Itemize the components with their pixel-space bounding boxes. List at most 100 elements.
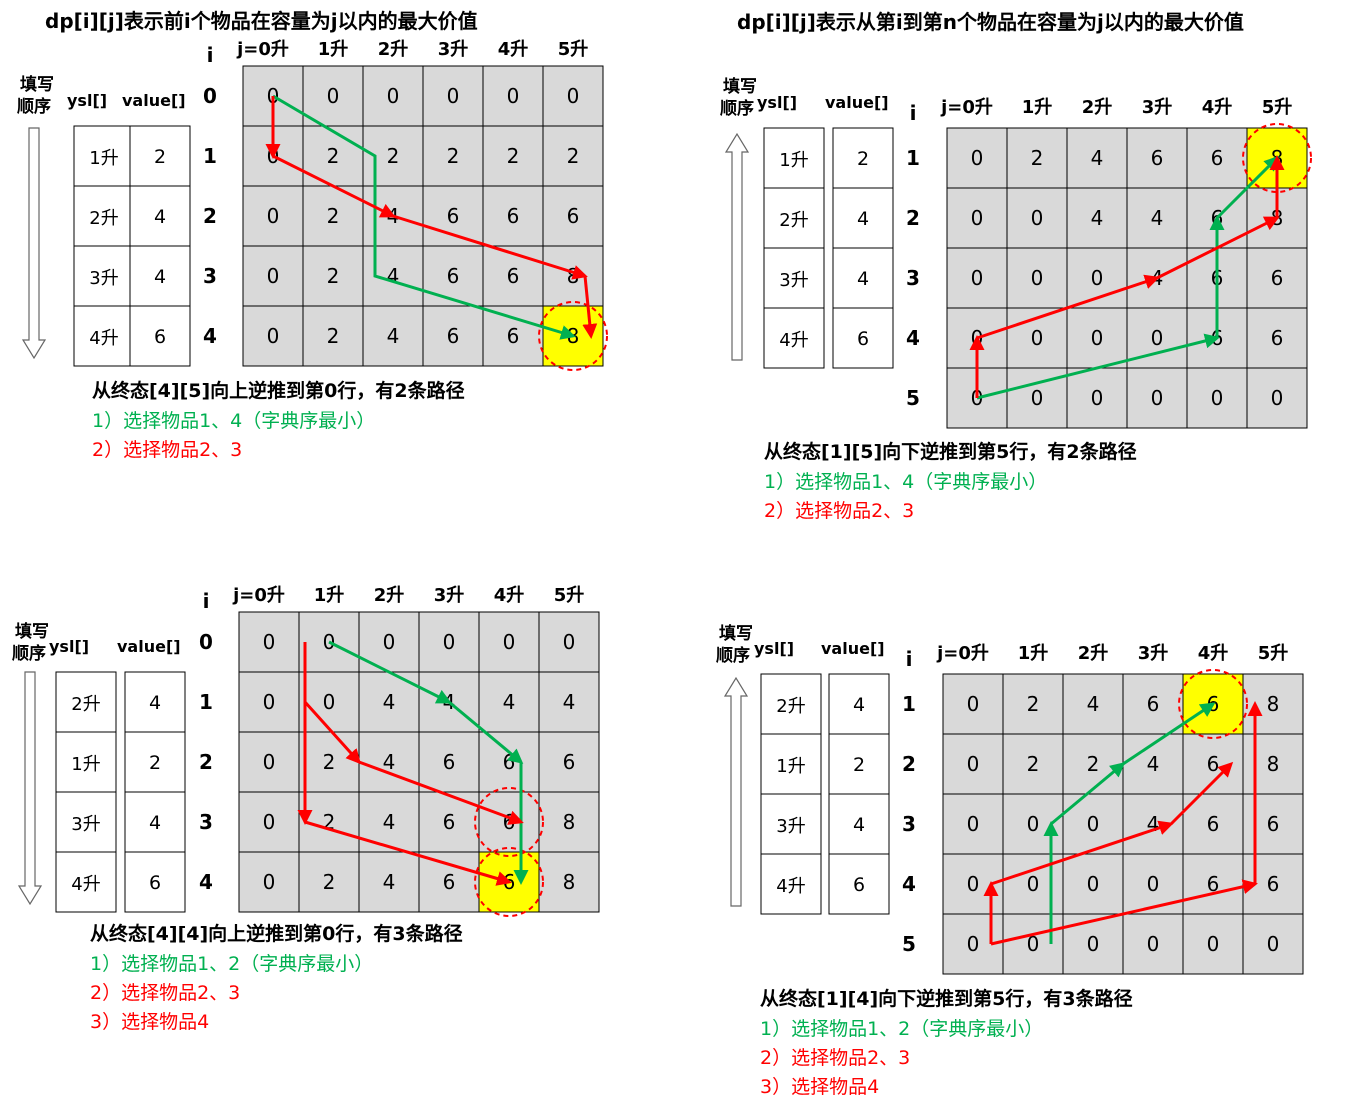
dp-value: 0 bbox=[971, 206, 984, 230]
dp-cell bbox=[422, 245, 484, 307]
value-cell bbox=[832, 307, 894, 369]
dp-value: 0 bbox=[507, 84, 520, 108]
ysl-cell bbox=[55, 671, 117, 733]
item-volume: 1升 bbox=[71, 754, 100, 775]
dp-value: 4 bbox=[383, 750, 396, 774]
dp-value: 0 bbox=[267, 204, 280, 228]
dp-value: 6 bbox=[563, 750, 576, 774]
dp-value: 4 bbox=[383, 810, 396, 834]
ysl-cell bbox=[73, 185, 135, 247]
value-cell bbox=[828, 673, 890, 735]
dp-cell bbox=[538, 791, 600, 853]
value-header: value[] bbox=[122, 91, 186, 110]
dp-cell bbox=[1002, 733, 1064, 795]
dp-value: 2 bbox=[567, 144, 580, 168]
item-value: 2 bbox=[154, 146, 166, 168]
row-label: 4 bbox=[906, 326, 920, 350]
dp-value: 6 bbox=[1271, 326, 1284, 350]
capacity-header: 3升 bbox=[434, 585, 465, 606]
dp-cell bbox=[422, 125, 484, 187]
dp-cell bbox=[542, 125, 604, 187]
item-value: 2 bbox=[149, 752, 161, 774]
dp-cell bbox=[1246, 307, 1308, 369]
ysl-cell bbox=[763, 127, 825, 189]
order-label: 填写 bbox=[20, 74, 54, 95]
item-value: 4 bbox=[154, 266, 166, 288]
ysl-cell bbox=[73, 125, 135, 187]
dp-cell bbox=[946, 247, 1008, 309]
dp-value: 6 bbox=[1207, 812, 1220, 836]
dp-value: 2 bbox=[327, 264, 340, 288]
order-label: 填写 bbox=[719, 623, 753, 644]
dp-value: 0 bbox=[1151, 386, 1164, 410]
i-header: i bbox=[906, 647, 913, 671]
dp-value: 2 bbox=[1027, 692, 1040, 716]
green-path-arrow bbox=[1122, 702, 1216, 766]
dp-value: 6 bbox=[443, 870, 456, 894]
item-volume: 3升 bbox=[776, 816, 805, 837]
item-volume: 4升 bbox=[779, 330, 808, 351]
dp-value: 6 bbox=[1267, 812, 1280, 836]
dp-value: 0 bbox=[1031, 386, 1044, 410]
dp-value: 0 bbox=[1091, 326, 1104, 350]
dp-value: 0 bbox=[563, 630, 576, 654]
value-cell bbox=[124, 731, 186, 793]
item-volume: 4升 bbox=[71, 874, 100, 895]
dp-cell bbox=[482, 65, 544, 127]
row-label: 4 bbox=[902, 872, 916, 896]
row-label: 1 bbox=[902, 692, 916, 716]
dp-value: 2 bbox=[327, 324, 340, 348]
item-value: 4 bbox=[853, 814, 865, 836]
capacity-header: 1升 bbox=[1018, 643, 1049, 664]
item-volume: 2升 bbox=[71, 694, 100, 715]
row-label: 3 bbox=[906, 266, 920, 290]
dp-value: 6 bbox=[1267, 872, 1280, 896]
dp-value: 8 bbox=[563, 810, 576, 834]
ysl-cell bbox=[73, 305, 135, 367]
dp-value: 2 bbox=[1031, 146, 1044, 170]
dp-value: 0 bbox=[1267, 932, 1280, 956]
dp-cell bbox=[302, 305, 364, 367]
path-description: 1）选择物品1、2（字典序最小） bbox=[90, 953, 373, 975]
ysl-cell bbox=[55, 731, 117, 793]
capacity-header: 4升 bbox=[1198, 643, 1229, 664]
path-description: 3）选择物品4 bbox=[90, 1011, 209, 1033]
dp-cell bbox=[242, 245, 304, 307]
dp-value: 6 bbox=[447, 204, 460, 228]
path-description: 1）选择物品1、2（字典序最小） bbox=[760, 1018, 1043, 1040]
red-path-arrow bbox=[990, 879, 1258, 946]
dp-value: 0 bbox=[1147, 932, 1160, 956]
item-volume: 2升 bbox=[779, 210, 808, 231]
dp-value: 0 bbox=[443, 630, 456, 654]
dp-value: 0 bbox=[263, 750, 276, 774]
dp-cell bbox=[298, 851, 360, 913]
dp-cell bbox=[1062, 853, 1124, 915]
dp-cell bbox=[1246, 247, 1308, 309]
dp-value: 6 bbox=[443, 750, 456, 774]
dp-value: 2 bbox=[327, 144, 340, 168]
dp-value: 0 bbox=[263, 690, 276, 714]
dp-value: 6 bbox=[1207, 752, 1220, 776]
dp-value: 4 bbox=[383, 690, 396, 714]
dp-cell bbox=[1002, 673, 1064, 735]
item-value: 4 bbox=[853, 694, 865, 716]
dp-value: 0 bbox=[263, 870, 276, 894]
dp-value: 0 bbox=[967, 812, 980, 836]
row-label: 0 bbox=[199, 630, 213, 654]
i-header: i bbox=[910, 101, 917, 125]
path-description: 2）选择物品2、3 bbox=[760, 1047, 910, 1069]
dp-value: 0 bbox=[1031, 326, 1044, 350]
dp-value: 0 bbox=[263, 810, 276, 834]
dp-cell bbox=[1182, 913, 1244, 975]
dp-value: 6 bbox=[1151, 146, 1164, 170]
dp-value: 6 bbox=[507, 204, 520, 228]
dp-cell bbox=[1126, 367, 1188, 429]
ysl-cell bbox=[760, 793, 822, 855]
path-description: 2）选择物品2、3 bbox=[92, 439, 242, 461]
dp-value: 6 bbox=[1147, 692, 1160, 716]
order-label: 顺序 bbox=[17, 96, 51, 117]
ysl-header: ysl[] bbox=[757, 93, 797, 112]
item-value: 2 bbox=[857, 148, 869, 170]
value-cell bbox=[129, 245, 191, 307]
red-path-arrow bbox=[303, 700, 362, 765]
